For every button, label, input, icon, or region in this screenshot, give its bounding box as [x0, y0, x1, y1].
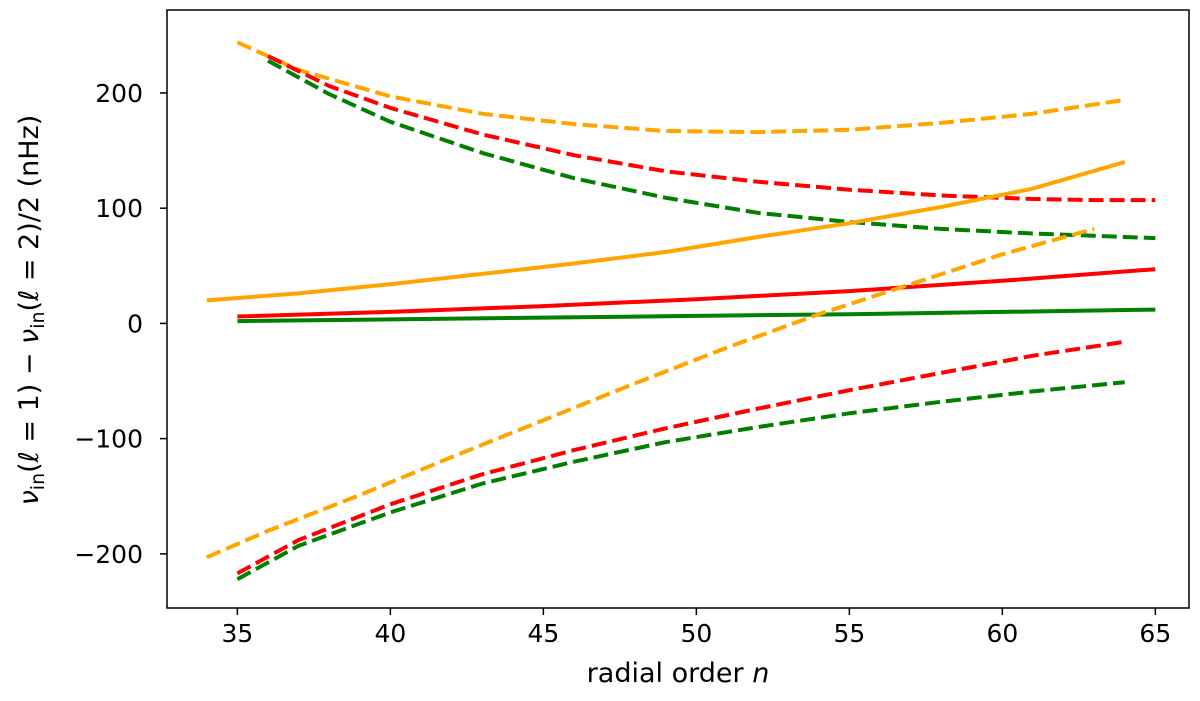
- y-axis-label-part: (: [14, 301, 45, 312]
- series-line-red-dashed-7: [236, 339, 1125, 576]
- plot-frame: [166, 9, 1190, 609]
- y-axis-label-part: in: [27, 473, 49, 490]
- x-tick-label: 55: [833, 619, 865, 648]
- y-tick-label: −100: [74, 425, 143, 454]
- series-line-green-solid-5: [237, 307, 1156, 324]
- x-tick-label: 35: [221, 619, 253, 648]
- x-tick-label: 60: [986, 619, 1018, 648]
- x-axis: 35 40 45 50 55 60 65: [221, 608, 1171, 648]
- x-axis-label: radial order n: [587, 658, 770, 689]
- y-tick-label: 100: [95, 194, 143, 223]
- y-tick-label: −200: [74, 540, 143, 569]
- y-axis-label-part: (: [14, 462, 45, 473]
- x-axis-label-text: radial order: [587, 658, 745, 689]
- x-axis-label-var: n: [752, 658, 769, 689]
- y-axis: −200 −100 0 100 200: [74, 79, 167, 569]
- y-axis-label-part: ν: [14, 329, 45, 344]
- y-tick-label: 200: [95, 79, 143, 108]
- y-axis-label-part: = 2)/2 (nHz): [14, 115, 45, 290]
- y-axis-label-part: ν: [14, 490, 45, 505]
- series-line-green-dashed-8: [236, 380, 1125, 581]
- x-tick-label: 65: [1139, 619, 1171, 648]
- x-tick-label: 50: [680, 619, 712, 648]
- series-line-red-dashed-1: [267, 54, 1156, 203]
- series-line-orange-solid-3: [206, 160, 1126, 303]
- x-tick-label: 40: [374, 619, 406, 648]
- series-line-green-dashed-2: [267, 58, 1156, 241]
- y-axis-label: νin​(ℓ = 1) − νin​(ℓ = 2)/2 (nHz): [14, 115, 49, 506]
- series-line-red-solid-4: [237, 267, 1156, 319]
- y-axis-label-part: ℓ: [14, 451, 45, 463]
- y-axis-label-part: in: [27, 311, 49, 328]
- y-tick-label: 0: [127, 309, 143, 338]
- series-line-orange-dashed-0: [236, 40, 1125, 135]
- y-axis-label-part: ℓ: [14, 290, 45, 302]
- series-line-orange-dashed-6: [206, 226, 1095, 560]
- y-axis-label-part: = 1) −: [14, 344, 45, 451]
- x-tick-label: 45: [527, 619, 559, 648]
- series-layer: [206, 40, 1156, 581]
